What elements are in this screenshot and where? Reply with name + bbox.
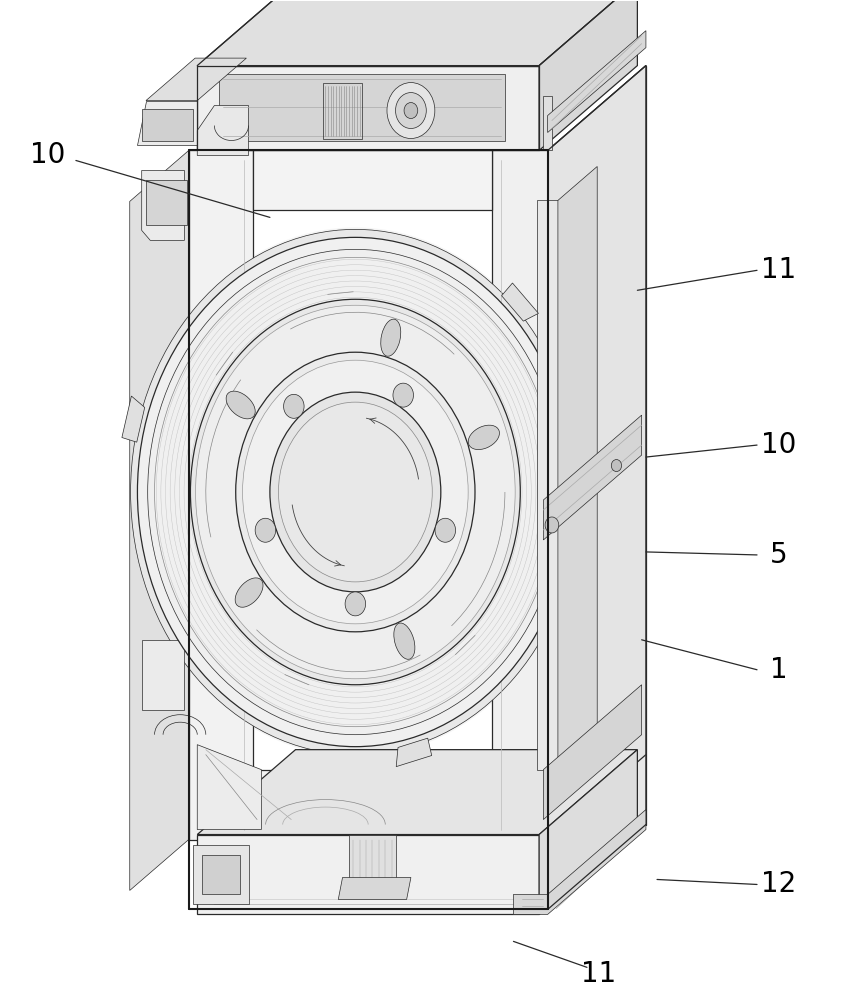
Polygon shape xyxy=(492,150,548,840)
Circle shape xyxy=(131,229,580,755)
Polygon shape xyxy=(188,150,548,909)
Circle shape xyxy=(435,518,455,542)
Polygon shape xyxy=(142,170,184,240)
Polygon shape xyxy=(197,835,539,914)
Polygon shape xyxy=(338,877,411,899)
Polygon shape xyxy=(539,0,638,150)
Circle shape xyxy=(545,517,559,533)
Polygon shape xyxy=(253,150,492,210)
Text: 11: 11 xyxy=(761,256,796,284)
Polygon shape xyxy=(349,835,396,894)
Text: 12: 12 xyxy=(761,870,796,898)
Text: 10: 10 xyxy=(761,431,796,459)
Circle shape xyxy=(148,249,563,735)
Circle shape xyxy=(255,518,276,542)
Polygon shape xyxy=(514,810,646,914)
Polygon shape xyxy=(146,58,247,101)
Circle shape xyxy=(235,352,475,632)
Polygon shape xyxy=(218,74,505,140)
Circle shape xyxy=(387,83,435,139)
Circle shape xyxy=(190,299,520,685)
Text: 11: 11 xyxy=(581,960,616,988)
Polygon shape xyxy=(253,770,492,840)
Polygon shape xyxy=(548,31,646,133)
Polygon shape xyxy=(142,109,193,140)
Polygon shape xyxy=(548,66,646,840)
Text: 10: 10 xyxy=(30,141,65,169)
Ellipse shape xyxy=(226,391,255,419)
Circle shape xyxy=(270,392,441,592)
Polygon shape xyxy=(188,150,253,840)
Circle shape xyxy=(395,93,426,129)
Circle shape xyxy=(404,103,418,119)
Ellipse shape xyxy=(235,578,263,607)
Polygon shape xyxy=(538,200,558,770)
Polygon shape xyxy=(138,101,197,145)
Text: 1: 1 xyxy=(770,656,788,684)
Polygon shape xyxy=(130,150,188,890)
Circle shape xyxy=(345,592,366,616)
Circle shape xyxy=(611,460,621,472)
Circle shape xyxy=(195,305,515,679)
Circle shape xyxy=(155,257,556,727)
Polygon shape xyxy=(142,640,184,710)
Ellipse shape xyxy=(394,623,415,659)
Polygon shape xyxy=(558,166,597,770)
Polygon shape xyxy=(197,66,539,150)
Circle shape xyxy=(138,237,574,747)
Polygon shape xyxy=(146,180,187,225)
Polygon shape xyxy=(544,685,642,820)
Polygon shape xyxy=(197,0,638,66)
Circle shape xyxy=(393,383,413,407)
Polygon shape xyxy=(502,283,538,321)
Ellipse shape xyxy=(381,319,401,356)
Circle shape xyxy=(129,227,582,757)
Polygon shape xyxy=(197,106,248,155)
Polygon shape xyxy=(544,415,642,540)
Polygon shape xyxy=(122,396,145,442)
Text: 5: 5 xyxy=(770,541,788,569)
Circle shape xyxy=(242,360,468,624)
Polygon shape xyxy=(548,66,646,909)
Ellipse shape xyxy=(468,425,499,450)
Circle shape xyxy=(283,394,304,418)
Polygon shape xyxy=(539,750,638,914)
Polygon shape xyxy=(193,845,248,904)
Polygon shape xyxy=(197,750,638,835)
Polygon shape xyxy=(201,855,240,894)
Polygon shape xyxy=(197,745,261,830)
Circle shape xyxy=(278,402,432,582)
Polygon shape xyxy=(396,738,431,767)
Polygon shape xyxy=(544,96,552,150)
